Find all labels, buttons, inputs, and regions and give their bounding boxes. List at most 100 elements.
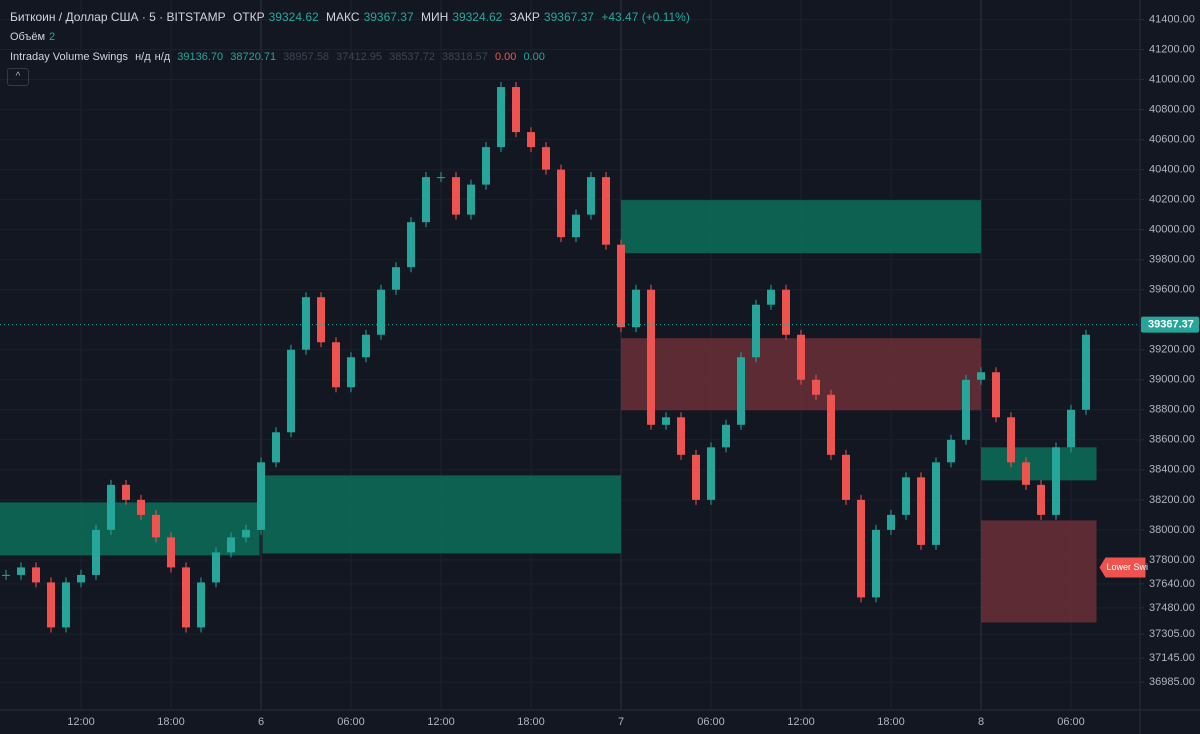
- candle: [62, 582, 70, 628]
- candle: [107, 484, 115, 530]
- candle: [92, 529, 100, 575]
- candle: [977, 372, 985, 380]
- y-tick-label: 40400.00: [1149, 164, 1195, 176]
- y-tick-label: 39000.00: [1149, 374, 1195, 386]
- x-tick-label: 18:00: [877, 716, 905, 728]
- candle: [152, 514, 160, 538]
- value: 0.00: [523, 51, 545, 63]
- x-tick-label: 18:00: [517, 716, 545, 728]
- candle: [197, 582, 205, 628]
- value: н/д: [135, 51, 151, 63]
- candle: [347, 357, 355, 388]
- y-tick-label: 40600.00: [1149, 134, 1195, 146]
- y-tick-label: 40000.00: [1149, 224, 1195, 236]
- candle: [542, 147, 550, 170]
- x-tick-label: 18:00: [157, 716, 185, 728]
- candle: [77, 574, 85, 583]
- candle: [362, 334, 370, 358]
- candle: [602, 177, 610, 245]
- indicator-row: Intraday Volume Swings н/д н/д 39136.70 3…: [10, 51, 549, 63]
- candle: [182, 567, 190, 628]
- candle: [692, 454, 700, 500]
- candle: [632, 289, 640, 328]
- candle: [167, 537, 175, 568]
- candle: [1037, 484, 1045, 515]
- value: 38720.71: [230, 51, 277, 63]
- zone: [0, 502, 260, 556]
- y-tick-label: 37480.00: [1149, 602, 1195, 614]
- value: 38957.58: [283, 51, 330, 63]
- value: 38537.72: [389, 51, 435, 63]
- y-tick-label: 39200.00: [1149, 344, 1195, 356]
- candle: [17, 567, 25, 575]
- candle: [812, 379, 820, 395]
- candle: [572, 214, 580, 238]
- x-tick-label: 7: [618, 716, 624, 728]
- candle: [857, 499, 865, 598]
- candle: [242, 529, 250, 538]
- candle: [377, 289, 385, 335]
- candle: [497, 87, 505, 148]
- candle: [317, 297, 325, 343]
- candle: [557, 169, 565, 238]
- candle: [227, 537, 235, 553]
- candle: [1007, 417, 1015, 463]
- value: 38318.57: [442, 51, 488, 63]
- candle: [587, 177, 595, 215]
- value: н/д: [154, 51, 171, 63]
- collapse-button[interactable]: ^: [7, 68, 29, 86]
- candle: [47, 582, 55, 628]
- zone: [981, 520, 1097, 623]
- candle: [677, 417, 685, 455]
- candle: [452, 177, 460, 215]
- price-badge: [1141, 316, 1199, 333]
- candle: [617, 244, 625, 328]
- price-badge-label: 39367.37: [1148, 319, 1194, 331]
- candle: [1082, 334, 1090, 410]
- candle: [752, 304, 760, 358]
- zone: [621, 200, 981, 254]
- y-tick-label: 41400.00: [1149, 13, 1195, 25]
- candle: [137, 499, 145, 515]
- y-tick-label: 38400.00: [1149, 464, 1195, 476]
- value: 39324.62: [268, 10, 319, 24]
- x-tick-label: 06:00: [337, 716, 365, 728]
- x-tick-label: 12:00: [427, 716, 455, 728]
- candle: [527, 132, 535, 148]
- symbol: Биткоин / Доллар США · 5 · BITSTAMP: [10, 10, 226, 24]
- value: 0.00: [494, 51, 517, 63]
- candle: [407, 222, 415, 268]
- annotation-label: Lower Swi: [1107, 562, 1149, 572]
- candle: [722, 424, 730, 448]
- y-tick-label: 37305.00: [1149, 628, 1195, 640]
- candle: [512, 87, 520, 133]
- change: +43.47 (+0.11%): [601, 10, 690, 24]
- candle: [842, 454, 850, 500]
- zone: [981, 447, 1097, 481]
- candle: [902, 477, 910, 515]
- y-tick-label: 38200.00: [1149, 494, 1195, 506]
- candle: [872, 529, 880, 598]
- candle: [782, 289, 790, 335]
- volume-row: Объём 2: [10, 31, 59, 43]
- candle: [647, 289, 655, 425]
- label: ЗАКР: [509, 10, 540, 24]
- candle: [437, 177, 445, 179]
- candle: [797, 334, 805, 380]
- candle: [32, 567, 40, 583]
- value: 39136.70: [177, 51, 224, 63]
- label: ОТКР: [232, 10, 265, 24]
- candle: [947, 439, 955, 463]
- candle: [392, 267, 400, 290]
- candle: [482, 147, 490, 185]
- y-tick-label: 37145.00: [1149, 652, 1195, 664]
- candle: [992, 372, 1000, 418]
- zone: [262, 475, 621, 554]
- value: 37412.95: [336, 51, 383, 63]
- y-tick-label: 40200.00: [1149, 194, 1195, 206]
- candle: [827, 394, 835, 455]
- y-tick-label: 37800.00: [1149, 554, 1195, 566]
- candle: [917, 477, 925, 545]
- y-tick-label: 38800.00: [1149, 404, 1195, 416]
